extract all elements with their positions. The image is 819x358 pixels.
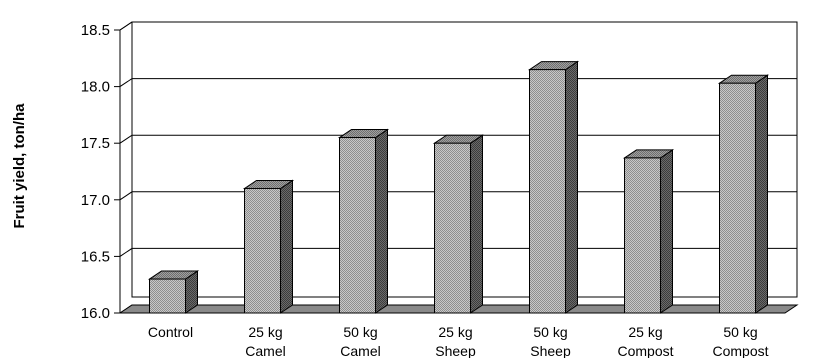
chart-side-wall (119, 21, 133, 313)
y-tick-label: 18.0 (81, 79, 110, 96)
x-tick-label: 50 kg Compost (712, 324, 768, 358)
bar-side (375, 128, 388, 314)
x-tick-label: 25 kg Compost (617, 324, 673, 358)
bar-side (565, 60, 578, 314)
bar (624, 157, 661, 314)
plot-area: 16.0 16.5 17.0 17.5 18.0 18.5 Control 25 kg Came… (81, 21, 799, 358)
x-tick-label: 25 kg Camel (245, 324, 285, 358)
y-tick-label: 16.0 (81, 305, 110, 322)
x-tick-label: 50 kg Sheep (530, 324, 571, 358)
bar (149, 278, 186, 314)
y-tick-label: 18.5 (81, 22, 110, 39)
gridline (119, 21, 797, 31)
bar-side (660, 148, 673, 314)
x-tick-label: 25 kg Sheep (435, 324, 476, 358)
bar-side (470, 134, 483, 314)
bar (434, 142, 471, 314)
bar (719, 82, 756, 314)
bar-side (280, 179, 293, 314)
bar (244, 187, 281, 314)
y-axis-title: Fruit yield, ton/ha (11, 103, 28, 229)
bar-side (755, 74, 768, 314)
x-tick-label: 50 kg Camel (340, 324, 380, 358)
y-tick-label: 17.0 (81, 192, 110, 209)
y-tick-label: 16.5 (81, 248, 110, 265)
bar (529, 69, 566, 314)
y-tick-label: 17.5 (81, 135, 110, 152)
bar (339, 137, 376, 314)
x-tick-label: Control (148, 324, 193, 340)
